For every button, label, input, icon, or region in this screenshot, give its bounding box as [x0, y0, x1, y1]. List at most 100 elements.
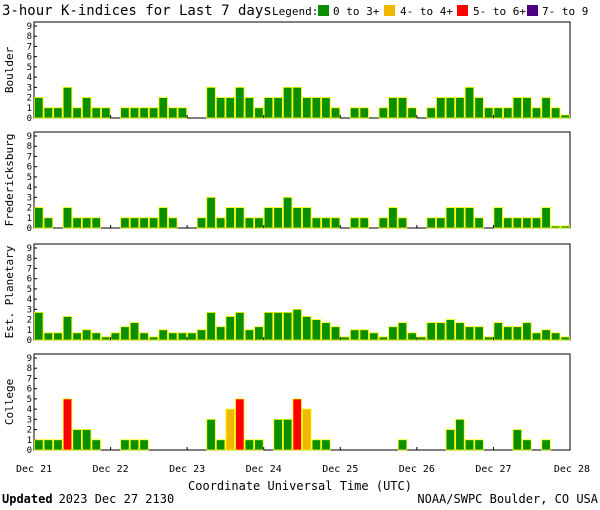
y-tick-label: 7 — [27, 264, 32, 274]
k-index-bar — [196, 217, 207, 229]
k-index-bar — [311, 319, 322, 341]
k-index-bar — [62, 398, 73, 451]
y-tick-label: 1 — [27, 214, 32, 224]
k-index-bar — [436, 217, 446, 229]
panel-frame — [33, 131, 571, 229]
chart-title: 3-hour K-indices for Last 7 days — [2, 3, 272, 19]
k-index-bar — [483, 107, 494, 119]
k-index-bar — [254, 439, 264, 451]
x-tick-label: Dec 22 — [93, 464, 129, 475]
k-index-bar — [273, 207, 283, 229]
k-index-bar — [560, 114, 570, 119]
k-index-bar — [254, 107, 264, 119]
k-index-bar — [455, 207, 465, 229]
k-index-bar — [388, 97, 398, 119]
k-index-bar — [292, 398, 302, 451]
k-index-bar — [445, 429, 456, 451]
k-index-bar — [168, 332, 178, 341]
footer-updated-label: Updated — [2, 492, 53, 506]
k-index-bar — [282, 311, 293, 341]
k-index-bar — [187, 332, 197, 341]
k-index-bar — [455, 97, 465, 119]
k-index-bar — [292, 308, 302, 341]
y-tick-label: 1 — [27, 436, 32, 446]
panel-frame — [33, 21, 571, 119]
legend-swatch-5-6 — [457, 5, 468, 16]
y-tick-label: 3 — [27, 305, 32, 315]
k-index-bar — [388, 207, 398, 229]
k-index-bar — [455, 322, 465, 341]
k-index-bar — [168, 107, 178, 119]
k-index-bar — [158, 329, 168, 341]
y-tick-label: 2 — [27, 316, 32, 326]
panel-label: College — [3, 379, 16, 425]
y-tick-label: 9 — [27, 22, 32, 32]
k-index-bar — [512, 326, 523, 341]
k-index-bar — [512, 217, 523, 229]
k-index-bar — [215, 97, 226, 119]
k-index-bar — [436, 97, 446, 119]
k-index-bar — [503, 217, 513, 229]
k-index-bar — [158, 97, 168, 119]
k-index-bar — [72, 332, 82, 341]
k-index-bar — [101, 336, 111, 341]
k-index-bar — [560, 225, 570, 229]
k-index-bar — [273, 97, 283, 119]
k-index-bar — [474, 439, 484, 451]
k-index-bar — [541, 207, 551, 229]
k-index-bar — [474, 217, 484, 229]
y-tick-label: 8 — [27, 364, 32, 374]
k-index-bar — [378, 217, 389, 229]
k-index-bar — [292, 86, 302, 119]
legend-item-0: 0 to 3+ — [318, 5, 380, 18]
k-index-bar — [129, 217, 140, 229]
legend-label-4: 4- to 4+ — [400, 5, 453, 18]
k-index-bar — [311, 97, 322, 119]
x-tick-label: Dec 23 — [169, 464, 205, 475]
k-index-bar — [340, 336, 350, 341]
x-tick-label: Dec 25 — [322, 464, 358, 475]
y-tick-label: 8 — [27, 254, 32, 264]
k-index-bar — [225, 408, 235, 451]
k-index-bar — [34, 439, 44, 451]
k-index-bar — [62, 207, 73, 229]
k-index-bar — [101, 107, 111, 119]
k-index-bar — [464, 207, 475, 229]
k-index-bar — [302, 408, 312, 451]
k-index-bar — [34, 97, 44, 119]
k-index-bar — [263, 311, 274, 341]
legend-label-7-9: 7- to 9 — [542, 5, 588, 18]
k-index-bar — [139, 439, 149, 451]
k-index-bar — [522, 217, 532, 229]
k-index-bar — [349, 107, 360, 119]
k-index-bar — [53, 332, 63, 341]
k-index-bar — [474, 97, 484, 119]
k-index-bar — [273, 311, 283, 341]
y-tick-label: 4 — [27, 295, 32, 305]
k-index-bar — [522, 97, 532, 119]
k-index-bar — [139, 107, 149, 119]
y-tick-label: 6 — [27, 275, 32, 285]
k-index-bar — [321, 439, 331, 451]
k-index-bar — [550, 107, 561, 119]
k-index-bar — [445, 97, 456, 119]
k-index-bar — [235, 86, 245, 119]
y-tick-label: 5 — [27, 173, 32, 183]
k-index-bar — [254, 326, 264, 341]
k-index-bar — [177, 332, 188, 341]
y-tick-label: 2 — [27, 94, 32, 104]
x-axis-ticks: Dec 21 Dec 22 Dec 23 Dec 24 Dec 25 Dec 26 Dec … — [16, 464, 590, 475]
k-index-bar — [397, 439, 408, 451]
y-tick-label: 5 — [27, 285, 32, 295]
panel-frame — [33, 353, 571, 451]
k-index-bar — [215, 326, 226, 341]
k-index-bar — [388, 326, 398, 341]
k-index-bar — [292, 207, 302, 229]
k-index-bar — [129, 107, 140, 119]
k-index-bar — [407, 332, 417, 341]
k-index-bar — [206, 86, 216, 119]
legend-item-3: 7- to 9 — [527, 5, 588, 18]
